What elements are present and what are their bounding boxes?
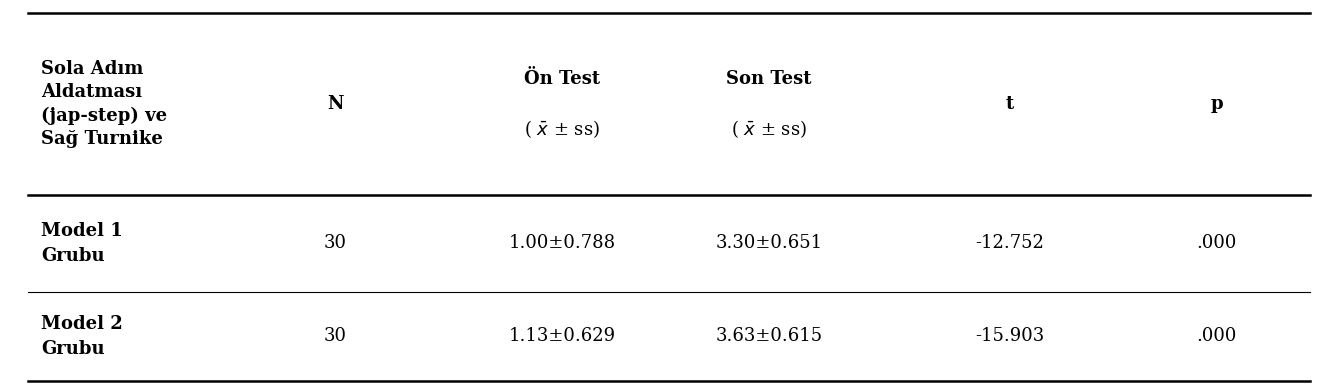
Text: -12.752: -12.752 <box>975 234 1044 252</box>
Text: Son Test: Son Test <box>727 70 812 88</box>
Text: Sola Adım
Aldatması
(jap-step) ve
Sağ Turnike: Sola Adım Aldatması (jap-step) ve Sağ Tu… <box>41 60 167 147</box>
Text: ( $\bar{x}$ ± ss): ( $\bar{x}$ ± ss) <box>524 118 601 140</box>
Text: p: p <box>1210 95 1223 113</box>
Text: 1.00±0.788: 1.00±0.788 <box>508 234 615 252</box>
Text: 30: 30 <box>324 327 347 345</box>
Text: .000: .000 <box>1196 327 1236 345</box>
Text: .000: .000 <box>1196 234 1236 252</box>
Text: Model 2
Grubu: Model 2 Grubu <box>41 315 123 358</box>
Text: 3.30±0.651: 3.30±0.651 <box>716 234 823 252</box>
Text: 3.63±0.615: 3.63±0.615 <box>716 327 823 345</box>
Text: Ön Test: Ön Test <box>524 70 601 88</box>
Text: Model 1
Grubu: Model 1 Grubu <box>41 222 123 265</box>
Text: 30: 30 <box>324 234 347 252</box>
Text: N: N <box>326 95 344 113</box>
Text: -15.903: -15.903 <box>975 327 1044 345</box>
Text: ( $\bar{x}$ ± ss): ( $\bar{x}$ ± ss) <box>731 118 807 140</box>
Text: t: t <box>1005 95 1014 113</box>
Text: 1.13±0.629: 1.13±0.629 <box>508 327 615 345</box>
